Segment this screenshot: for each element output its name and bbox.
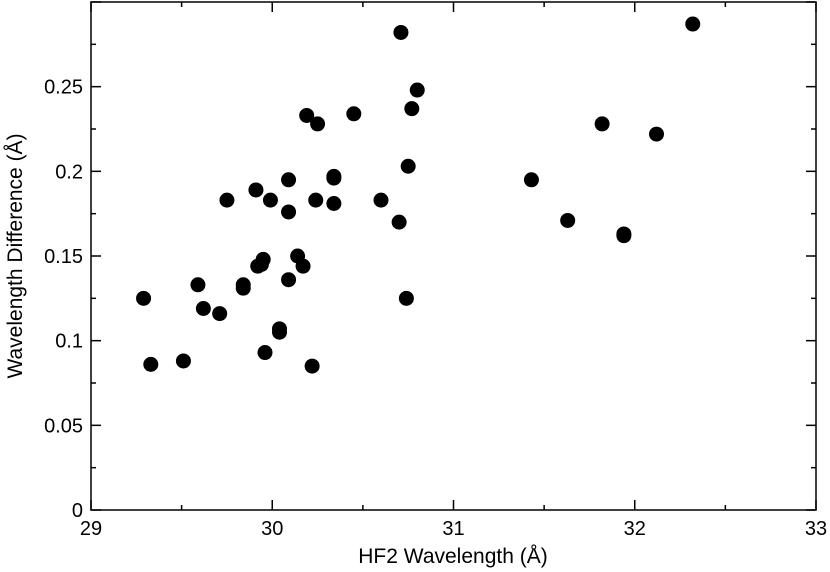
data-point: [685, 16, 701, 32]
data-point: [373, 192, 389, 208]
data-point: [616, 228, 632, 244]
data-point: [281, 172, 297, 188]
data-point: [523, 172, 539, 188]
data-point: [212, 306, 228, 322]
data-point: [346, 106, 362, 122]
x-tick-label: 33: [805, 518, 827, 540]
data-point: [308, 192, 324, 208]
x-tick-label: 31: [442, 518, 464, 540]
y-tick-label: 0.15: [44, 246, 83, 268]
data-point: [281, 204, 297, 220]
data-point: [649, 126, 664, 142]
x-tick-label: 30: [261, 518, 283, 540]
data-point: [175, 353, 191, 369]
data-point: [248, 182, 264, 198]
data-point: [299, 107, 315, 123]
y-axis-label: Wavelength Difference (Å): [4, 133, 27, 378]
y-tick-label: 0.1: [55, 331, 83, 353]
data-point: [310, 116, 326, 132]
data-point: [398, 290, 414, 306]
data-points: [136, 16, 701, 374]
plot-frame: [90, 1, 817, 511]
data-point: [143, 356, 159, 372]
data-point: [295, 258, 311, 274]
data-point: [219, 192, 235, 208]
data-point: [262, 192, 278, 208]
x-tick-label: 32: [624, 518, 646, 540]
data-point: [326, 196, 342, 212]
data-point: [136, 290, 152, 306]
y-tick-label: 0.2: [55, 161, 83, 183]
axis-ticks: [90, 1, 817, 511]
data-point: [404, 101, 420, 117]
x-tick-label: 29: [80, 518, 102, 540]
data-point: [190, 277, 206, 293]
x-axis-label: HF2 Wavelength (Å): [358, 545, 547, 568]
data-point: [560, 212, 576, 228]
data-point: [594, 116, 610, 132]
y-tick-label: 0: [72, 500, 83, 522]
data-point: [255, 251, 271, 267]
data-point: [391, 214, 407, 230]
data-point: [326, 170, 342, 186]
data-point: [195, 300, 211, 316]
data-point: [393, 24, 409, 40]
y-tick-label: 0.25: [44, 77, 83, 99]
y-tick-label: 0.05: [44, 415, 83, 437]
data-point: [235, 277, 251, 293]
data-point: [257, 345, 273, 361]
axis-tick-labels: 29 30 31 32 33 0 0.05 0.1 0.15 0.2 0.25: [44, 77, 827, 540]
data-point: [281, 272, 297, 288]
data-point: [304, 358, 320, 374]
data-point: [409, 82, 425, 98]
data-point: [272, 321, 287, 337]
data-point: [400, 158, 416, 174]
